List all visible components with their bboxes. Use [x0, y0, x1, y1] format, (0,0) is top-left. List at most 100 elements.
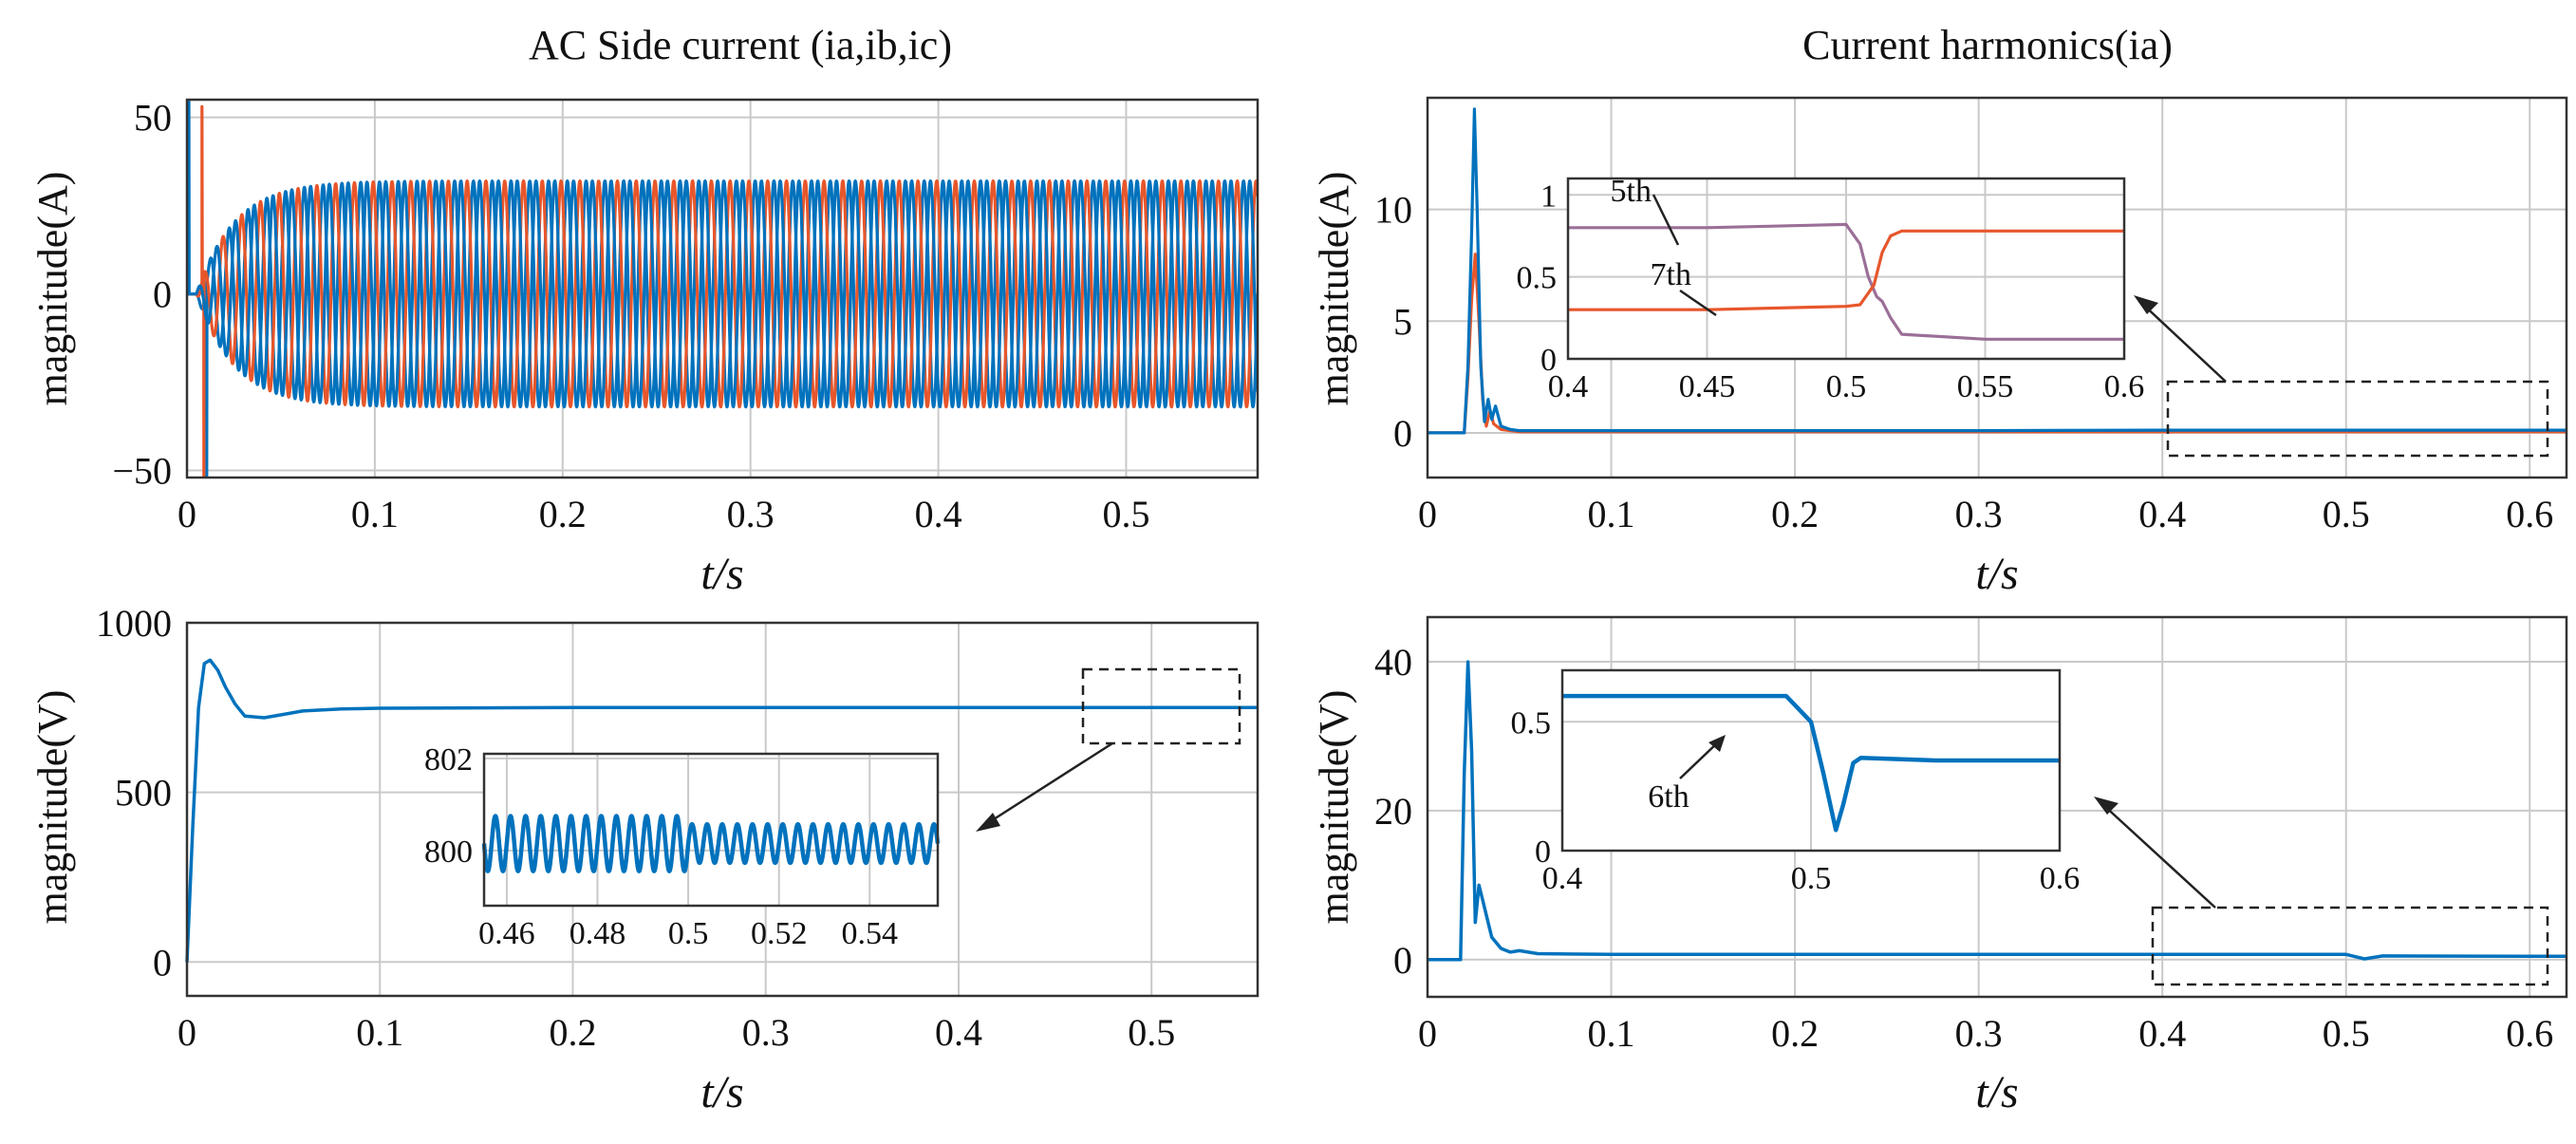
zoom-arrow-head [2094, 797, 2119, 815]
x-tick-label: 0.2 [1771, 493, 1819, 535]
inset-x-tick-labels: 0.46 0.48 0.5 0.52 0.54 [478, 916, 898, 951]
inset-x-tick-labels: 0.4 0.45 0.5 0.55 0.6 [1548, 369, 2145, 404]
x-tick-label: 0.5 [1791, 861, 1832, 896]
series-line [1428, 660, 2567, 962]
axes-frame [185, 621, 1260, 998]
y-tick-label: 5 [1393, 300, 1412, 343]
y-tick-labels: 0 20 40 [1374, 641, 1412, 982]
plot-area [187, 100, 1258, 478]
y-tick-labels: −50 0 50 [112, 97, 172, 493]
inset-plot-area [481, 814, 941, 873]
x-tick-label: 0.4 [935, 1011, 982, 1054]
y-tick-label: 0 [153, 941, 172, 984]
axes-frame [1426, 96, 2568, 479]
zoom-arrow [2139, 301, 2227, 383]
y-tick-label: 0 [153, 273, 172, 316]
annotation-7th-arrow [1679, 289, 1717, 317]
y-tick-label: 0 [1540, 343, 1557, 378]
x-tick-label: 0.48 [569, 916, 626, 951]
x-tick-label: 0.5 [1826, 369, 1867, 404]
y-tick-label: 0 [1393, 412, 1412, 455]
y-tick-label: −50 [112, 450, 172, 493]
y-tick-label: 800 [424, 835, 473, 870]
series-line [185, 658, 1258, 963]
x-tick-label: 0.5 [1102, 493, 1149, 535]
y-tick-label: 0 [1535, 835, 1551, 870]
series-line [1428, 253, 2567, 435]
x-tick-label: 0.45 [1679, 369, 1736, 404]
x-tick-label: 0.3 [727, 493, 775, 535]
x-tick-label: 0 [177, 493, 196, 535]
chart-title: AC Side current (ia,ib,ic) [529, 22, 952, 68]
x-tick-label: 0.4 [1548, 369, 1589, 404]
series-line [1568, 222, 2124, 341]
zoom-arrow [982, 741, 1113, 828]
inset-frame [1566, 177, 2126, 361]
inset-plot-area [1562, 693, 2060, 833]
inset-plot-area [1568, 222, 2124, 341]
annotation-6th-arrow [1679, 740, 1721, 779]
x-tick-label: 0.6 [2040, 861, 2081, 896]
x-tick-label: 0 [177, 1011, 196, 1054]
x-tick-label: 0.3 [742, 1011, 790, 1054]
y-tick-label: 1000 [96, 602, 172, 645]
inset-grid [1568, 178, 2124, 359]
series-line [187, 100, 1258, 478]
y-tick-labels: 0 5 10 [1374, 189, 1412, 455]
zoom-region-box [2166, 380, 2549, 458]
x-tick-label: 0.46 [478, 916, 535, 951]
chart-title: Current harmonics(ia) [1802, 22, 2173, 68]
y-tick-label: 20 [1374, 790, 1412, 833]
x-axis-label: t/s [1975, 1067, 2018, 1117]
plot-area [1428, 107, 2567, 435]
annotation-5th: 5th [1611, 174, 1652, 209]
inset-x-tick-labels: 0.4 0.5 0.6 [1542, 861, 2081, 896]
x-tick-label: 0.6 [2506, 1012, 2553, 1055]
x-tick-labels: 0 0.1 0.2 0.3 0.4 0.5 0.6 [1418, 1012, 2553, 1055]
panel-voltage-harmonics: 0 0.1 0.2 0.3 0.4 0.5 0.6 0 20 40 magnitude(V) t… [1311, 615, 2568, 1117]
x-tick-label: 0.3 [1955, 493, 2003, 535]
x-tick-label: 0.4 [2138, 493, 2186, 535]
x-tick-label: 0.5 [2323, 493, 2370, 535]
x-tick-label: 0.2 [549, 1011, 596, 1054]
y-tick-label: 40 [1374, 641, 1412, 684]
x-tick-label: 0.4 [915, 493, 962, 535]
y-tick-label: 802 [424, 742, 473, 778]
x-tick-label: 0.5 [1128, 1011, 1175, 1054]
zoom-arrow-head [2134, 295, 2158, 314]
y-tick-label: 10 [1374, 189, 1412, 232]
x-tick-label: 0.1 [351, 493, 399, 535]
x-tick-label: 0.1 [356, 1011, 403, 1054]
x-tick-label: 0.4 [2138, 1012, 2186, 1055]
inset-y-tick-labels: 00.51 [1517, 178, 1558, 378]
x-tick-label: 0.4 [1542, 861, 1583, 896]
series-line [187, 104, 1258, 478]
y-tick-labels: 0 500 1000 [96, 602, 172, 984]
y-tick-label: 500 [115, 772, 172, 815]
y-axis-label: magnitude(A) [29, 172, 76, 406]
axes-frame [1426, 615, 2568, 999]
x-tick-label: 0.3 [1955, 1012, 2003, 1055]
inset-frame [482, 752, 940, 908]
annotation-7th: 7th [1651, 257, 1691, 292]
plot-area [185, 658, 1258, 963]
x-tick-label: 0.6 [2104, 369, 2145, 404]
inset-y-tick-labels: 800 802 [424, 742, 473, 870]
zoom-arrow-head [976, 813, 1000, 832]
x-tick-label: 0.1 [1588, 1012, 1635, 1055]
x-tick-label: 0.5 [668, 916, 709, 951]
y-tick-label: 0.5 [1511, 705, 1552, 741]
series-line [1562, 693, 2060, 833]
panel-current-harmonics: Current harmonics(ia) 0 0.1 0.2 0.3 0.4 0.5 0.… [1311, 22, 2568, 599]
y-axis-label: magnitude(A) [1311, 172, 1357, 406]
inset-frame [1560, 668, 2062, 853]
panel-ac-current: AC Side current (ia,ib,ic) 0 0.1 0.2 0.3 0.4… [29, 22, 1260, 599]
series-line [481, 814, 941, 873]
zoom-region-box [2151, 906, 2549, 986]
plot-area [1428, 660, 2567, 962]
x-tick-label: 0.6 [2506, 493, 2553, 535]
x-axis-label: t/s [700, 1067, 743, 1117]
x-tick-label: 0.52 [751, 916, 808, 951]
y-tick-label: 0.5 [1517, 261, 1558, 296]
